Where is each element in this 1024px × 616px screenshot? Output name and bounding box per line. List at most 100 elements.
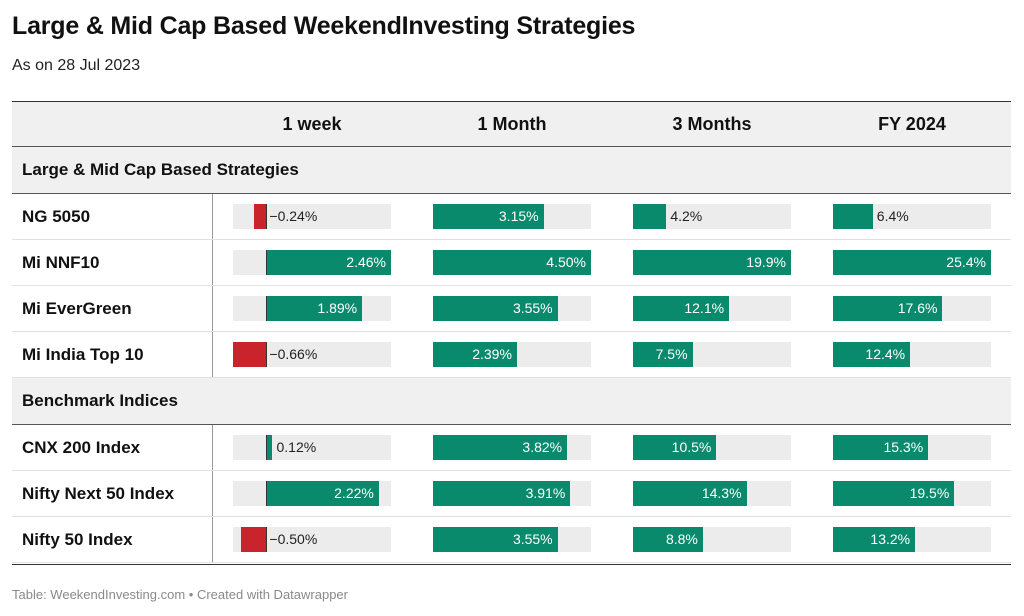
value-label: 4.2% [670, 208, 703, 224]
bar-track: 4.2% [633, 204, 791, 229]
value-bar [433, 342, 517, 367]
column-divider [212, 240, 213, 285]
value-bar [833, 342, 911, 367]
value-bar [633, 296, 730, 321]
bar-track: −0.24% [233, 204, 391, 229]
value-label: 2.46% [346, 254, 386, 270]
value-bar [633, 527, 703, 552]
row-label: Mi India Top 10 [22, 344, 144, 364]
value-bar [266, 435, 273, 460]
column-divider [212, 471, 213, 516]
value-bar [833, 296, 943, 321]
table-row: Mi EverGreen 1.89% 3.55% 12.1% 17.6% [12, 286, 1011, 332]
bar-track: 8.8% [633, 527, 791, 552]
group-label: Benchmark Indices [22, 391, 178, 410]
column-divider [212, 425, 213, 470]
value-label: 3.15% [498, 208, 539, 224]
value-label: 17.6% [897, 300, 938, 316]
value-bar [266, 481, 379, 506]
value-bar [266, 296, 363, 321]
value-bar [233, 342, 267, 367]
table-row: NG 5050 −0.24% 3.15% 4.2% 6.4% [12, 194, 1011, 240]
bar-track: 12.1% [633, 296, 791, 321]
bar-track: 2.46% [233, 250, 391, 275]
value-label: 10.5% [671, 439, 712, 455]
row-label: CNX 200 Index [22, 437, 141, 457]
column-divider [212, 517, 213, 562]
group-label: Large & Mid Cap Based Strategies [22, 160, 299, 179]
value-bar [633, 204, 667, 229]
column-header: 1 Month [477, 114, 547, 134]
bar-track: 4.50% [433, 250, 591, 275]
bar-track: 12.4% [833, 342, 991, 367]
value-bar [241, 527, 267, 552]
value-label: 3.82% [522, 439, 563, 455]
value-label: 3.55% [512, 531, 553, 547]
column-header: 1 week [282, 114, 342, 134]
value-bar [833, 435, 929, 460]
value-bar [433, 435, 568, 460]
value-bar [633, 342, 693, 367]
zero-line [266, 204, 268, 229]
value-label: 19.5% [909, 485, 950, 501]
value-label: 1.89% [317, 300, 358, 316]
column-divider [212, 194, 213, 239]
bar-track: 10.5% [633, 435, 791, 460]
table-row: Mi NNF10 2.46% 4.50% 19.9% 25.4% [12, 240, 1011, 286]
value-label: 7.5% [655, 346, 688, 362]
value-label: 2.22% [334, 485, 374, 501]
value-bar [833, 481, 955, 506]
value-label: 13.2% [870, 531, 911, 547]
value-label: 14.3% [701, 485, 742, 501]
value-label: 3.91% [525, 485, 566, 501]
value-bar [433, 481, 571, 506]
value-label: 0.12% [276, 439, 317, 455]
bar-track: 3.55% [433, 527, 591, 552]
value-bar [433, 296, 558, 321]
table-row: CNX 200 Index 0.12% 3.82% 10.5% 15.3% [12, 425, 1011, 471]
zero-line [266, 481, 268, 506]
column-header: 3 Months [672, 114, 752, 134]
group-header-row: Large & Mid Cap Based Strategies [12, 147, 1011, 194]
bar-track: 1.89% [233, 296, 391, 321]
performance-table: 1 week 1 Month 3 Months FY 2024 Large & Mid … [12, 101, 1011, 565]
value-label: 2.39% [472, 346, 512, 362]
zero-line [266, 435, 268, 460]
value-bar [833, 204, 873, 229]
value-bar [633, 250, 791, 275]
row-label: Mi EverGreen [22, 298, 132, 318]
value-label: 15.3% [883, 439, 924, 455]
value-label: 19.9% [746, 254, 786, 270]
bar-track: 19.9% [633, 250, 791, 275]
table-row: Nifty Next 50 Index 2.22% 3.91% 14.3% 19.5% [12, 471, 1011, 517]
value-label: 4.50% [546, 254, 586, 270]
bar-track: 7.5% [633, 342, 791, 367]
value-label: −0.66% [269, 346, 318, 362]
value-label: −0.50% [269, 531, 318, 547]
row-label: NG 5050 [22, 206, 91, 226]
bar-track: 13.2% [833, 527, 991, 552]
value-bar [266, 250, 391, 275]
column-divider [212, 286, 213, 331]
zero-line [266, 527, 268, 552]
bar-track: 6.4% [833, 204, 991, 229]
value-label: −0.24% [269, 208, 318, 224]
value-label: 25.4% [946, 254, 986, 270]
value-label: 6.4% [876, 208, 909, 224]
bar-track: 15.3% [833, 435, 991, 460]
row-label: Nifty Next 50 Index [22, 483, 175, 503]
value-bar [633, 435, 717, 460]
bar-track: 17.6% [833, 296, 991, 321]
column-divider [212, 332, 213, 377]
zero-line [266, 250, 268, 275]
bar-track: 3.91% [433, 481, 591, 506]
value-label: 3.55% [512, 300, 553, 316]
zero-line [266, 342, 268, 367]
bar-track: 19.5% [833, 481, 991, 506]
bar-track: −0.66% [233, 342, 391, 367]
bar-track: 3.55% [433, 296, 591, 321]
bar-track: 3.82% [433, 435, 591, 460]
bar-track: 2.39% [433, 342, 591, 367]
group-header-row: Benchmark Indices [12, 378, 1011, 425]
value-label: 8.8% [665, 531, 698, 547]
